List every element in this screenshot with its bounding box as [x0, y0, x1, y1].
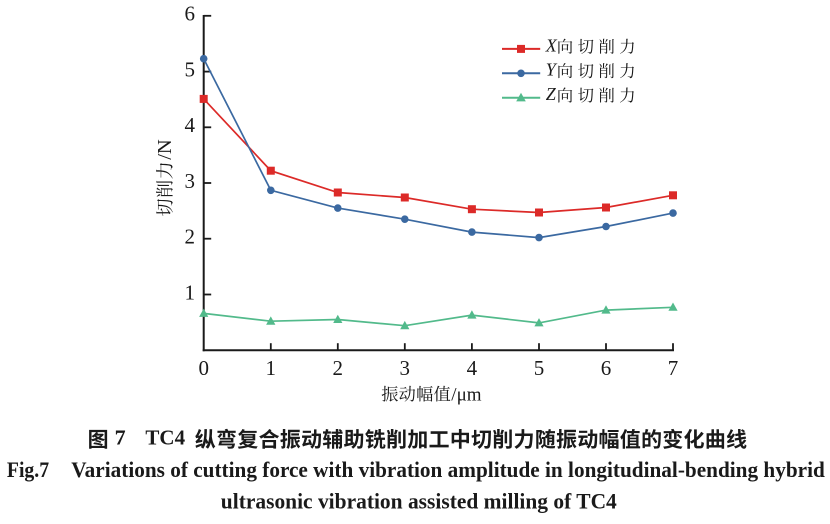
svg-text:5: 5 — [534, 356, 545, 380]
svg-text:Variations of cutting force wi: Variations of cutting force with vibrati… — [71, 457, 825, 482]
svg-text:Fig.7: Fig.7 — [7, 457, 49, 482]
svg-text:X: X — [545, 35, 558, 55]
svg-text:7: 7 — [115, 426, 126, 450]
svg-text:ultrasonic vibration assisted: ultrasonic vibration assisted milling of… — [221, 489, 617, 514]
svg-text:4: 4 — [185, 113, 196, 137]
svg-text:/N: /N — [154, 139, 176, 160]
svg-text:7: 7 — [668, 356, 679, 380]
svg-text:3: 3 — [400, 356, 411, 380]
svg-text:4: 4 — [467, 356, 478, 380]
svg-text:2: 2 — [333, 356, 344, 380]
svg-text:6: 6 — [185, 2, 196, 26]
svg-text:TC4: TC4 — [145, 426, 185, 450]
svg-text:0: 0 — [198, 356, 209, 380]
svg-text:1: 1 — [185, 280, 196, 304]
svg-text:/μm: /μm — [451, 385, 481, 406]
svg-text:5: 5 — [185, 57, 196, 81]
svg-text:6: 6 — [601, 356, 612, 380]
svg-text:2: 2 — [185, 225, 196, 249]
svg-text:1: 1 — [266, 356, 277, 380]
svg-text:Z: Z — [546, 84, 557, 104]
svg-text:Y: Y — [546, 60, 558, 80]
svg-text:3: 3 — [185, 169, 196, 193]
